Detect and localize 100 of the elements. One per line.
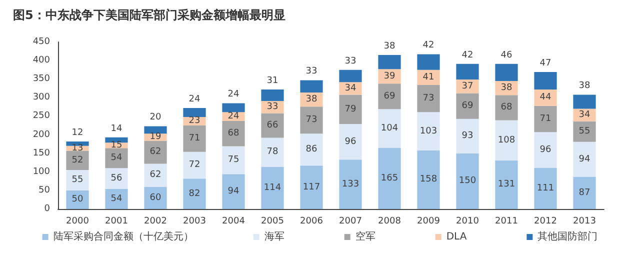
- data-label: 66: [266, 120, 278, 130]
- data-label: 15: [110, 140, 122, 150]
- data-label: 47: [540, 58, 552, 69]
- data-label: 71: [188, 134, 200, 144]
- bar: [222, 103, 245, 112]
- bar: [534, 168, 557, 209]
- data-label: 103: [420, 126, 438, 136]
- bar: [534, 106, 557, 132]
- data-label: 104: [380, 123, 398, 134]
- data-label: 108: [498, 135, 516, 146]
- data-label: 44: [540, 92, 552, 103]
- legend-label: 空军: [355, 230, 376, 242]
- data-label: 96: [540, 144, 552, 155]
- bar: [417, 70, 440, 86]
- data-label: 133: [342, 179, 360, 190]
- bar: [300, 134, 323, 166]
- bar: [339, 70, 362, 82]
- y-tick-label: 350: [32, 74, 50, 84]
- data-label: 41: [422, 72, 434, 82]
- data-label: 94: [228, 186, 240, 197]
- bar: [222, 146, 245, 174]
- data-label: 94: [578, 154, 590, 164]
- bar: [222, 174, 245, 209]
- bar: [534, 72, 557, 90]
- data-label: 24: [188, 94, 200, 105]
- data-label: 37: [462, 81, 474, 92]
- legend-label: 其他国防部门: [538, 230, 598, 242]
- data-label: 46: [500, 50, 512, 60]
- bar: [456, 118, 479, 154]
- bar: [222, 121, 245, 146]
- bar: [183, 178, 206, 209]
- data-label: 50: [72, 194, 84, 205]
- bar: [456, 64, 479, 80]
- x-tick-label: 2011: [495, 216, 518, 226]
- bar: [300, 166, 323, 209]
- bar: [339, 160, 362, 209]
- bar: [378, 54, 401, 70]
- x-tick-label: 2008: [378, 216, 402, 226]
- data-label: 68: [500, 102, 512, 113]
- data-label: 33: [266, 102, 278, 112]
- data-label: 55: [72, 175, 84, 186]
- bar: [261, 166, 284, 209]
- bar: [534, 132, 557, 168]
- bar: [495, 95, 518, 120]
- data-label: 20: [150, 112, 162, 123]
- data-label: 69: [462, 101, 474, 112]
- y-tick-label: 250: [32, 111, 50, 122]
- bar: [144, 140, 167, 164]
- bar: [183, 108, 206, 117]
- bar: [144, 126, 167, 134]
- legend-label: 海军: [264, 230, 284, 242]
- bar: [144, 186, 167, 209]
- legend-label: DLA: [446, 232, 467, 242]
- data-label: 38: [306, 94, 318, 105]
- bar: [105, 188, 128, 209]
- bar: [417, 54, 440, 70]
- y-tick-label: 0: [44, 204, 50, 214]
- y-tick-label: 150: [32, 148, 50, 158]
- chart-title: 图5：中东战争下美国陆军部门采购金额增幅最明显: [13, 8, 286, 22]
- bar: [378, 148, 401, 209]
- y-tick-label: 50: [38, 185, 50, 196]
- bar: [378, 84, 401, 110]
- y-tick-label: 400: [32, 56, 50, 66]
- data-label: 114: [264, 182, 282, 193]
- data-label: 78: [266, 147, 278, 158]
- x-tick-label: 2007: [339, 216, 362, 226]
- y-tick-label: 100: [32, 166, 50, 177]
- x-tick-label: 2009: [417, 216, 440, 226]
- data-label: 71: [540, 114, 552, 124]
- data-label: 165: [380, 173, 398, 184]
- bar: [261, 113, 284, 138]
- data-label: 24: [228, 90, 240, 100]
- data-label: 93: [462, 131, 474, 142]
- data-label: 19: [150, 132, 162, 142]
- bar: [183, 152, 206, 179]
- data-label: 14: [110, 124, 122, 134]
- x-tick-label: 2010: [456, 216, 480, 226]
- bar: [300, 80, 323, 92]
- y-tick-label: 300: [32, 92, 50, 103]
- data-label: 87: [578, 188, 590, 198]
- legend-label: 陆军采购合同金额（十亿美元）: [53, 230, 194, 242]
- data-label: 42: [462, 50, 474, 60]
- bar: [261, 90, 284, 102]
- data-label: 117: [302, 182, 320, 192]
- bar: [573, 176, 596, 209]
- data-label: 31: [266, 76, 278, 86]
- data-label: 111: [536, 183, 554, 194]
- data-label: 13: [72, 143, 84, 154]
- data-label: 52: [72, 155, 84, 166]
- bar: [105, 168, 128, 189]
- bar: [456, 153, 479, 209]
- x-tick-label: 2012: [534, 216, 557, 226]
- bar: [261, 138, 284, 167]
- data-label: 73: [422, 94, 434, 104]
- bar: [339, 124, 362, 160]
- x-tick-label: 2005: [261, 216, 284, 226]
- data-label: 62: [150, 147, 162, 158]
- data-label: 96: [344, 136, 356, 147]
- bar: [495, 120, 518, 160]
- data-label: 54: [110, 194, 122, 204]
